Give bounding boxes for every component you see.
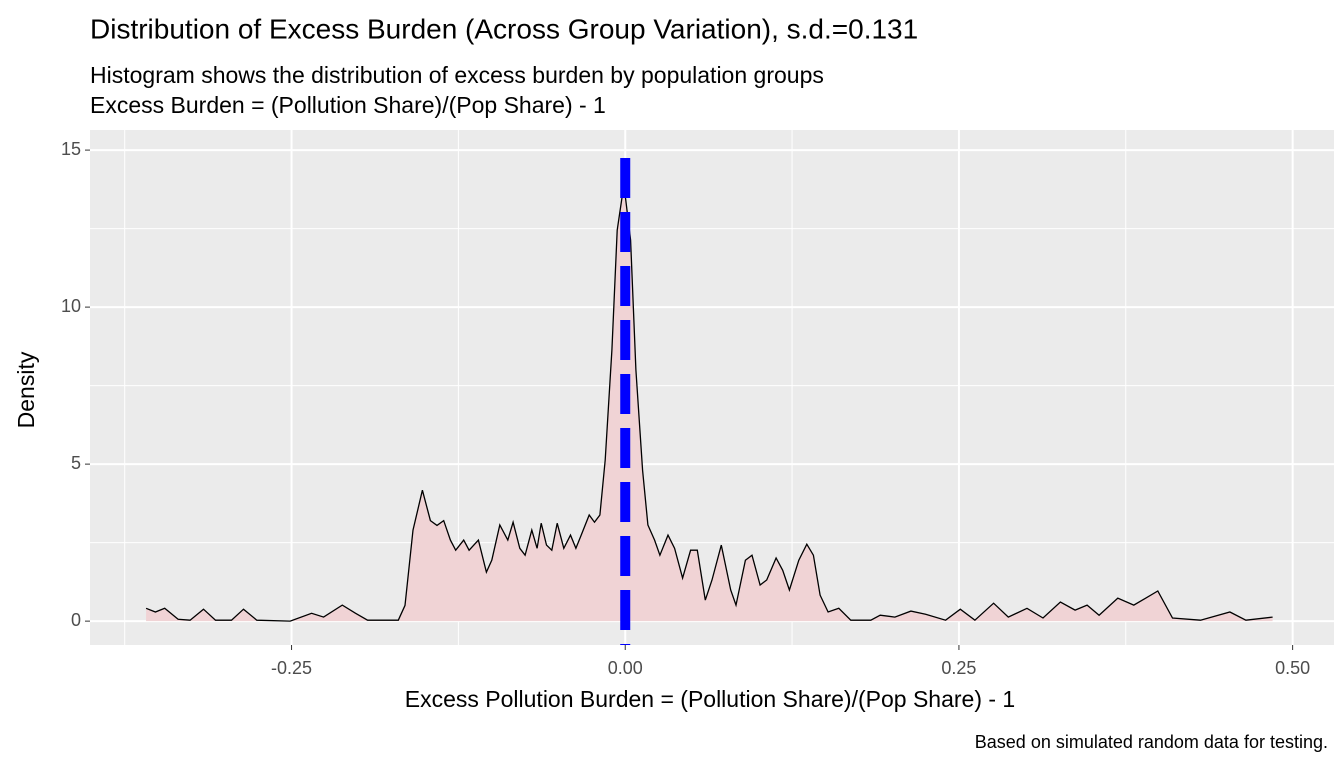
x-tick-label: 0.50 — [1275, 658, 1310, 678]
caption: Based on simulated random data for testi… — [975, 732, 1328, 752]
y-tick-label: 5 — [71, 453, 81, 473]
x-tick-label: 0.00 — [608, 658, 643, 678]
x-tick-label: -0.25 — [271, 658, 312, 678]
x-tick-label: 0.25 — [941, 658, 976, 678]
density-line — [145, 184, 1273, 622]
y-tick-label: 15 — [61, 139, 81, 159]
subtitle: Excess Burden = (Pollution Share)/(Pop S… — [90, 92, 606, 118]
subtitle: Histogram shows the distribution of exce… — [90, 62, 824, 88]
y-axis-label: Density — [13, 351, 39, 428]
chart-title: Distribution of Excess Burden (Across Gr… — [90, 13, 918, 44]
panel — [90, 130, 1334, 645]
y-tick-label: 0 — [71, 610, 81, 630]
y-tick-label: 10 — [61, 296, 81, 316]
x-axis-label: Excess Pollution Burden = (Pollution Sha… — [405, 686, 1015, 712]
